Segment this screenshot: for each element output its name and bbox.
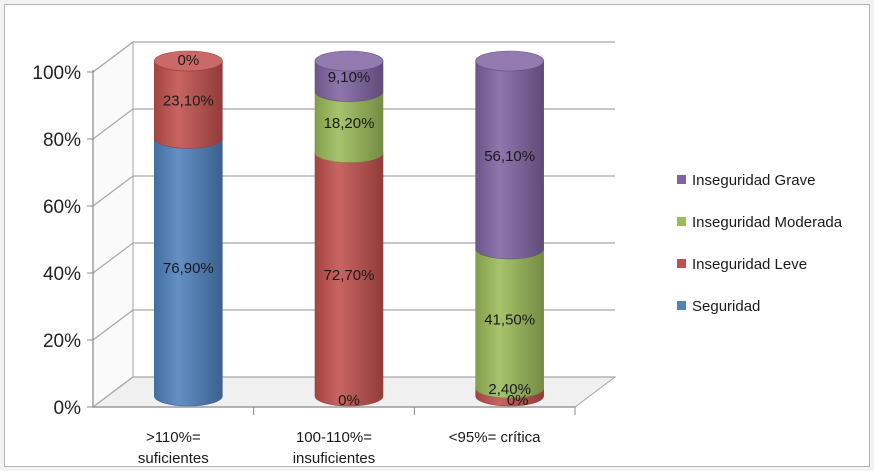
x-tick-label: 100-110%= — [296, 429, 372, 446]
y-tick-label: 60% — [43, 197, 81, 218]
y-tick-label: 40% — [43, 264, 81, 285]
data-label: 41,50% — [484, 311, 535, 328]
gridline-side — [92, 376, 134, 408]
y-tick-label: 20% — [43, 331, 81, 352]
cylinder-top — [475, 50, 544, 72]
x-tick-label: suficientes — [138, 450, 209, 466]
legend-label: Seguridad — [692, 298, 760, 315]
side-wall — [92, 41, 134, 408]
legend-swatch — [677, 259, 686, 268]
x-tick-label: <95%= crítica — [449, 429, 541, 446]
data-label: 0% — [338, 392, 360, 409]
gridline-side — [92, 309, 134, 341]
data-label: 56,10% — [484, 148, 535, 165]
data-label: 2,40% — [488, 381, 531, 398]
y-tick-label: 0% — [54, 398, 82, 419]
stacked-cylinder-chart: 0% 20% 40% 60% 80% 100% 76,90% 23,10% 0% >110%= su… — [32, 41, 843, 467]
cylinder-top — [314, 50, 384, 72]
data-label: 18,20% — [324, 115, 375, 132]
data-label: 76,90% — [163, 260, 214, 277]
data-label: 23,10% — [163, 93, 214, 110]
x-tick-label: insuficientes — [293, 450, 376, 466]
chart-frame: 0% 20% 40% 60% 80% 100% 76,90% 23,10% 0% >110%= su… — [4, 4, 870, 467]
legend-swatch — [677, 301, 686, 310]
gridline-side — [92, 41, 134, 73]
data-label: 9,10% — [328, 69, 371, 86]
y-tick-label: 100% — [32, 63, 81, 84]
legend-label: Inseguridad Moderada — [692, 214, 843, 231]
legend-swatch — [677, 175, 686, 184]
gridline-side — [92, 175, 134, 207]
legend-label: Inseguridad Grave — [692, 172, 815, 189]
data-label: 72,70% — [324, 267, 375, 284]
gridline-side — [92, 242, 134, 274]
gridline-side — [92, 108, 134, 140]
legend-swatch — [677, 217, 686, 226]
x-tick-label: >110%= — [146, 429, 201, 446]
y-tick-label: 80% — [43, 130, 81, 151]
cylinder-top — [154, 50, 223, 72]
data-label: 0% — [507, 392, 529, 409]
data-label: 0% — [177, 52, 199, 69]
legend-label: Inseguridad Leve — [692, 256, 807, 273]
